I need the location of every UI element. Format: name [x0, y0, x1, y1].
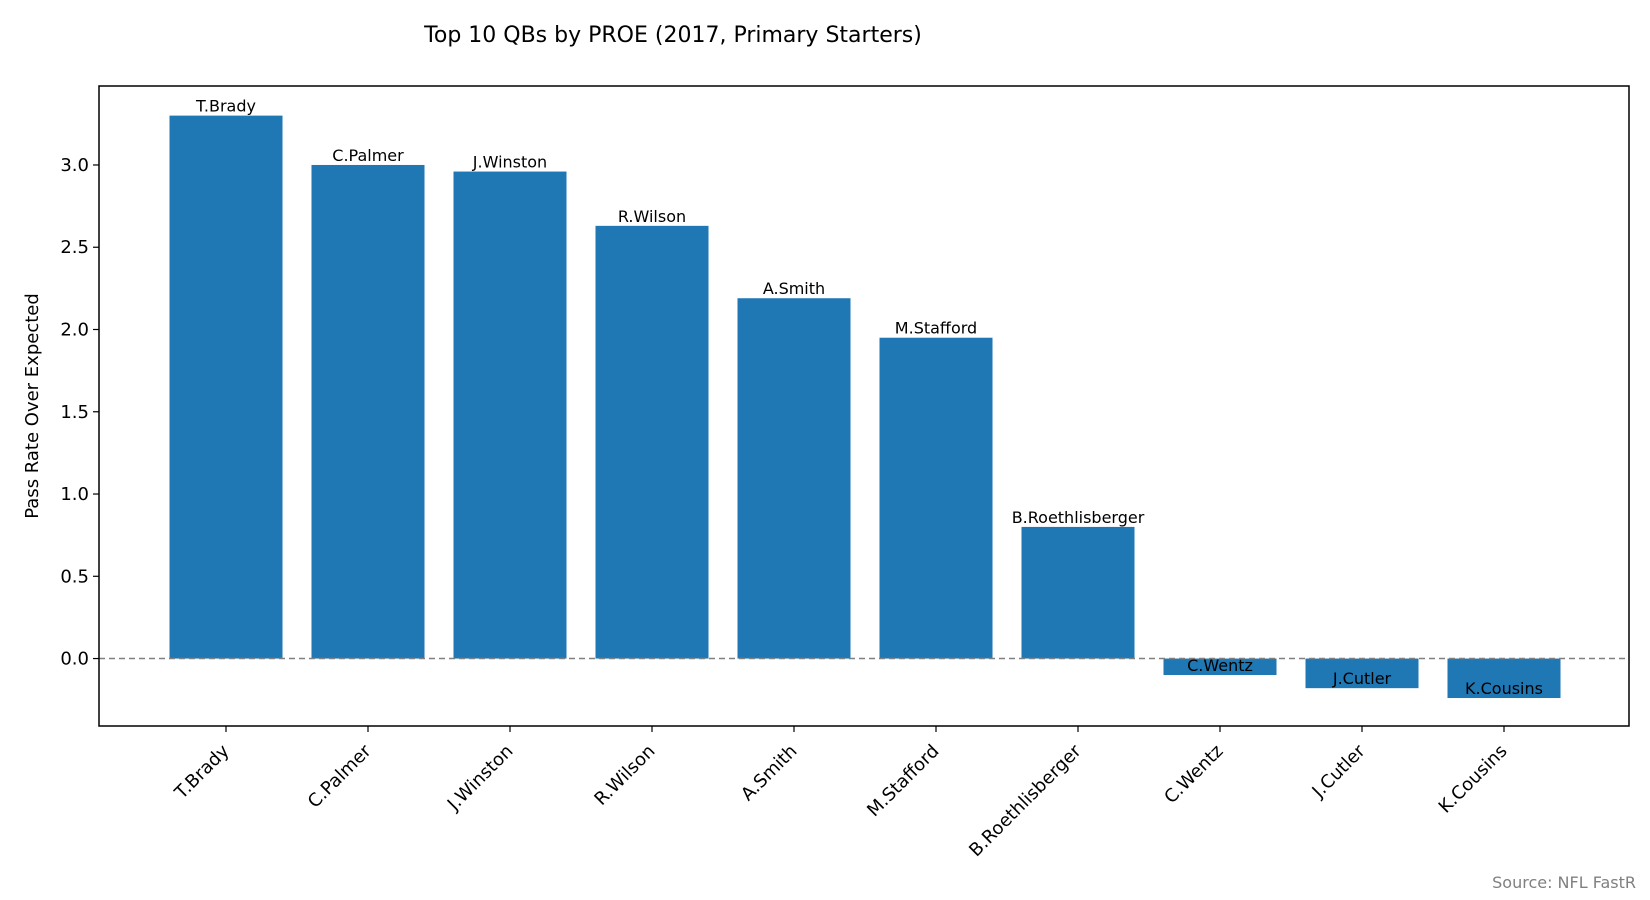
x-tick-label: T.Brady: [170, 740, 233, 803]
bar-value-label: J.Cutler: [1332, 669, 1392, 688]
bar: [1447, 658, 1561, 699]
x-tick-label: A.Smith: [737, 741, 801, 805]
bar-value-label: K.Cousins: [1465, 679, 1543, 698]
bar-value-label: A.Smith: [763, 279, 825, 298]
chart-title: Top 10 QBs by PROE (2017, Primary Starte…: [423, 23, 922, 48]
y-axis-label: Pass Rate Over Expected: [22, 293, 43, 519]
plot-frame: [98, 85, 1630, 727]
x-tick-label: J.Cutler: [1308, 740, 1370, 802]
x-tick-label: C.Wentz: [1160, 741, 1227, 808]
y-tick-label: 1.5: [60, 402, 89, 423]
bar-value-label: M.Stafford: [895, 319, 977, 338]
bar: [879, 337, 993, 659]
source-note: Source: NFL FastR: [1492, 873, 1636, 892]
x-tick-label: K.Cousins: [1435, 741, 1512, 818]
bar-value-label: T.Brady: [195, 97, 256, 116]
plot-area: 0.0 0.5 1.0 1.5 2.0 2.5 3.0 T.Brady T.Brady C.Pal…: [60, 97, 1629, 861]
bar-value-label: R.Wilson: [618, 207, 686, 226]
bar: [169, 115, 283, 659]
bar: [1163, 658, 1277, 675]
bar: [1021, 526, 1135, 659]
bar-value-label: C.Palmer: [332, 146, 404, 165]
x-tick-label: C.Palmer: [304, 740, 376, 812]
x-tick-label: B.Roethlisberger: [965, 740, 1086, 861]
y-tick-label: 2.0: [60, 319, 89, 340]
x-tick-label: J.Winston: [443, 741, 518, 816]
bar-value-label: B.Roethlisberger: [1012, 508, 1145, 527]
y-tick-label: 0.5: [60, 566, 89, 587]
x-tick-label: R.Wilson: [590, 741, 659, 810]
y-tick-label: 0.0: [60, 649, 89, 670]
y-tick-label: 3.0: [60, 155, 89, 176]
bar-value-label: J.Winston: [472, 153, 547, 172]
bar: [1305, 658, 1419, 689]
bar: [453, 171, 567, 659]
x-tick-label: M.Stafford: [863, 741, 943, 821]
bar: [737, 298, 851, 659]
bar: [311, 164, 425, 659]
bar-value-label: C.Wentz: [1187, 656, 1253, 675]
y-tick-label: 1.0: [60, 484, 89, 505]
bar: [595, 225, 709, 659]
y-tick-label: 2.5: [60, 237, 89, 258]
